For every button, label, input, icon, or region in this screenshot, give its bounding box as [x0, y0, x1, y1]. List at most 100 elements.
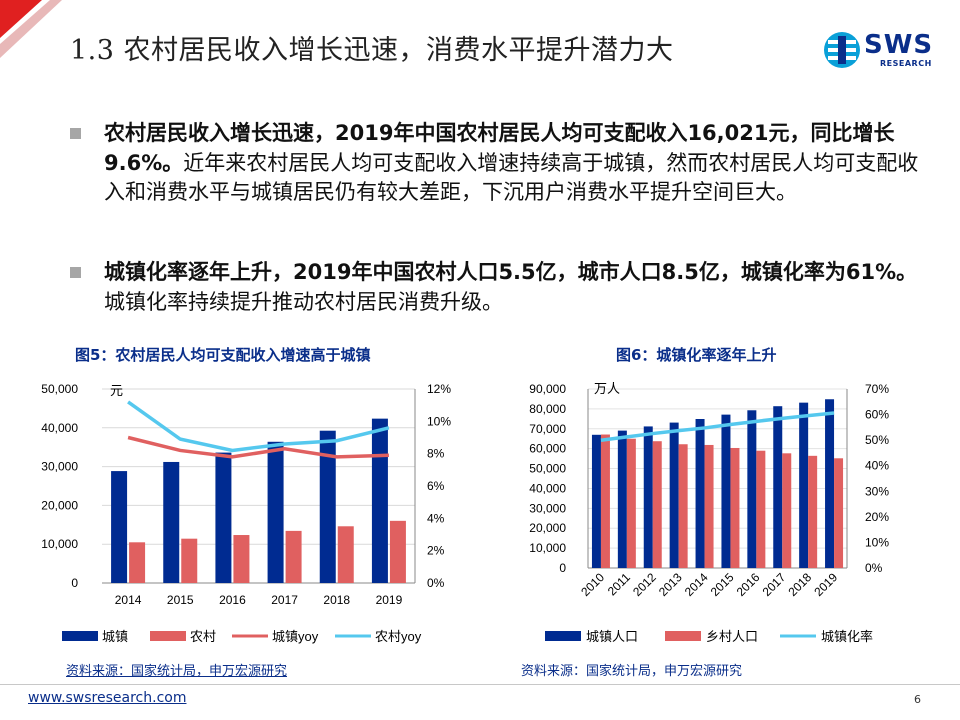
- sws-logo: SWS RESEARCH: [822, 30, 942, 70]
- y2-tick-label: 10%: [427, 414, 451, 428]
- x-tick-label: 2014: [115, 593, 142, 607]
- y-tick-label: 20,000: [41, 498, 78, 512]
- bar-rural-pop: [782, 453, 792, 568]
- figure-6-title: 图6：城镇化率逐年上升: [616, 346, 777, 364]
- bar-urban: [163, 461, 180, 583]
- y2-tick-label: 2%: [427, 544, 445, 558]
- bullet-1-bold: 农村居民收入增长迅速，2019年中国农村居民人均可支配收入16,021元，同比增…: [104, 121, 895, 175]
- logo-text: SWS: [864, 30, 934, 60]
- footer-divider: [0, 684, 960, 685]
- figure-5-source[interactable]: 资料来源：国家统计局，申万宏源研究: [66, 664, 288, 679]
- x-tick-label: 2017: [271, 593, 298, 607]
- bar-rural: [181, 538, 198, 583]
- y2-tick-label: 70%: [865, 382, 889, 396]
- y-tick-label: 60,000: [529, 442, 566, 456]
- bar-urban-pop: [773, 406, 783, 568]
- x-tick-label: 2018: [785, 570, 814, 599]
- y2-tick-label: 40%: [865, 459, 889, 473]
- y2-tick-label: 8%: [427, 447, 445, 461]
- bullet-square-icon: [70, 128, 81, 139]
- logo-subtext: RESEARCH: [880, 59, 932, 68]
- legend-swatch: [665, 631, 701, 641]
- page-number: 6: [914, 693, 921, 706]
- bar-urban: [111, 471, 128, 583]
- bar-rural-pop: [730, 447, 740, 568]
- y2-tick-label: 6%: [427, 479, 445, 493]
- legend-swatch: [545, 631, 581, 641]
- legend-label: 农村: [190, 629, 216, 644]
- x-tick-label: 2015: [708, 570, 737, 599]
- x-tick-label: 2013: [656, 570, 685, 599]
- y2-tick-label: 60%: [865, 408, 889, 422]
- legend-label: 乡村人口: [706, 629, 758, 644]
- x-tick-label: 2018: [323, 593, 350, 607]
- bar-rural: [285, 530, 302, 583]
- x-tick-label: 2019: [811, 570, 840, 599]
- x-tick-label: 2017: [760, 570, 789, 599]
- line-urban-yoy: [127, 435, 389, 459]
- x-tick-label: 2015: [167, 593, 194, 607]
- footer-website-link[interactable]: www.swsresearch.com: [28, 690, 187, 706]
- bar-rural: [337, 526, 354, 583]
- x-tick-label: 2014: [682, 570, 711, 599]
- bar-urban: [371, 418, 388, 583]
- bar-urban-pop: [825, 399, 835, 568]
- bullet-2-bold: 城镇化率逐年上升，2019年中国农村人口5.5亿，城市人口8.5亿，城镇化率为6…: [104, 260, 918, 284]
- bullet-2: 城镇化率逐年上升，2019年中国农村人口5.5亿，城市人口8.5亿，城镇化率为6…: [70, 258, 920, 317]
- y-tick-label: 50,000: [529, 462, 566, 476]
- y2-tick-label: 30%: [865, 484, 889, 498]
- y2-tick-label: 0%: [865, 561, 883, 575]
- bar-rural-pop: [600, 434, 610, 568]
- legend-label: 城镇化率: [821, 629, 873, 644]
- chart-urbanization: 90,000 80,000 70,000 60,000 50,000 40,000 30,0…: [529, 381, 889, 644]
- legend-label: 城镇人口: [586, 629, 638, 644]
- bar-rural-pop: [678, 444, 688, 568]
- legend-swatch: [150, 631, 186, 641]
- x-tick-label: 2012: [630, 570, 659, 599]
- bar-urban: [215, 452, 232, 583]
- bullet-1-text: 近年来农村居民人均可支配收入增速持续高于城镇，然而农村居民人均可支配收入和消费水…: [104, 150, 919, 205]
- bar-rural-pop: [808, 455, 818, 568]
- x-tick-label: 2016: [734, 570, 763, 599]
- y-unit-label: 元: [110, 383, 123, 398]
- y-tick-label: 0: [559, 561, 566, 575]
- bar-urban-pop: [643, 426, 653, 568]
- sws-logo-icon: [824, 32, 860, 68]
- x-tick-label: 2016: [219, 593, 246, 607]
- x-tick-label: 2010: [578, 570, 607, 599]
- y-tick-label: 50,000: [41, 382, 78, 396]
- bar-urban-pop: [695, 419, 705, 568]
- corner-decoration: [0, 0, 62, 58]
- legend-label: 城镇: [102, 629, 128, 644]
- y-tick-label: 90,000: [529, 382, 566, 396]
- bar-rural: [129, 542, 146, 583]
- x-tick-label: 2011: [605, 570, 633, 598]
- y2-tick-label: 0%: [427, 576, 445, 590]
- y2-tick-label: 50%: [865, 433, 889, 447]
- page-title: 1.3 农村居民收入增长迅速，消费水平提升潜力大: [70, 35, 674, 66]
- y2-tick-label: 10%: [865, 535, 889, 549]
- legend-swatch: [62, 631, 98, 641]
- bar-rural-pop: [652, 441, 662, 568]
- legend-label: 农村yoy: [375, 629, 422, 644]
- y-tick-label: 40,000: [41, 421, 78, 435]
- figure-6-source: 资料来源：国家统计局，申万宏源研究: [521, 664, 743, 679]
- y-tick-label: 40,000: [529, 481, 566, 495]
- bar-urban-pop: [617, 430, 627, 568]
- y-unit-label: 万人: [594, 381, 620, 396]
- x-tick-label: 2019: [376, 593, 403, 607]
- y-tick-label: 0: [71, 576, 78, 590]
- y2-tick-label: 12%: [427, 382, 451, 396]
- bullet-square-icon: [70, 267, 81, 278]
- y-tick-label: 30,000: [41, 460, 78, 474]
- line-rural-yoy: [127, 400, 390, 453]
- y-tick-label: 70,000: [529, 422, 566, 436]
- bar-urban: [319, 430, 336, 583]
- bar-rural-pop: [626, 438, 636, 568]
- bar-urban-pop: [799, 402, 809, 568]
- bullet-1: 农村居民收入增长迅速，2019年中国农村居民人均可支配收入16,021元，同比增…: [70, 119, 920, 208]
- line-urbanization-rate: [600, 411, 835, 443]
- y-tick-label: 10,000: [529, 541, 566, 555]
- bar-urban-pop: [721, 414, 731, 568]
- bar-urban: [267, 441, 284, 583]
